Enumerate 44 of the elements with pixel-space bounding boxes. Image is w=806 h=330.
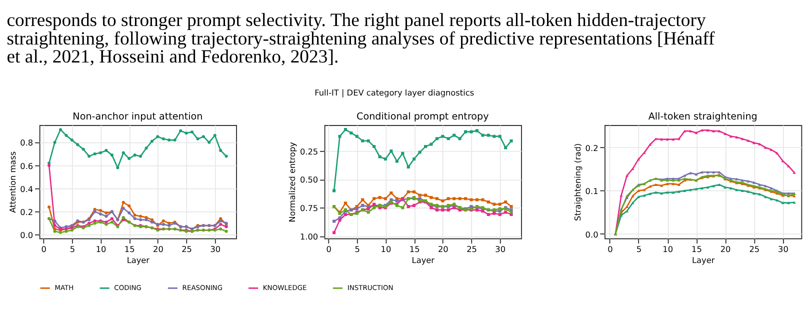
x-axis-title: Layer — [126, 255, 150, 266]
x-tick-label: 10 — [380, 244, 392, 254]
x-tick-label: 5 — [636, 244, 642, 254]
y-tick-label: 0.2 — [20, 207, 34, 218]
x-tick-label: 15 — [409, 244, 420, 254]
x-tick-label: 0 — [608, 244, 613, 254]
text: Full-IT | DEV category layer diagnostics — [314, 87, 474, 98]
y-tick-label: 0.25 — [300, 146, 318, 156]
x-tick-label: 15 — [692, 244, 702, 254]
x-tick-label: 25 — [749, 244, 760, 254]
chart-title: Conditional prompt entropy — [356, 111, 490, 122]
y-tick-label: 0.50 — [300, 174, 318, 185]
x-tick-label: 30 — [495, 244, 506, 254]
x-tick-label: 30 — [778, 244, 788, 254]
y-tick-label: 0.6 — [20, 160, 34, 171]
x-tick-label: 0 — [41, 244, 46, 254]
chart-title: Non-anchor input attention — [72, 111, 203, 122]
chart-title: All-token straightening — [648, 111, 758, 122]
x-tick-label: 20 — [153, 244, 164, 254]
y-axis-title: Straightening (rad) — [572, 143, 582, 221]
x-tick-label: 10 — [96, 244, 106, 254]
y-tick-label: 0.0 — [20, 230, 34, 240]
y-axis-title: Attention mass — [7, 151, 18, 213]
x-tick-label: 10 — [662, 244, 674, 254]
x-tick-label: 5 — [70, 244, 76, 254]
y-tick-label: 0.4 — [20, 184, 34, 194]
x-axis-title: Layer — [692, 255, 716, 266]
text: corresponds to stronger prompt selectivity. The right panel reports all-token hidden-trajectory straightening, following trajectory-straightening analyses of predictive representations [Hénaff et al., 2021, Hosseini and Fedorenko, 2023]. — [6, 10, 716, 68]
x-tick-label: 0 — [326, 244, 332, 254]
x-tick-label: 20 — [438, 244, 448, 254]
x-tick-label: 25 — [466, 244, 477, 254]
y-tick-label: 0.1 — [585, 186, 598, 196]
y-axis-title: Normalized entropy — [287, 142, 298, 222]
x-tick-label: 5 — [354, 244, 360, 254]
x-tick-label: 30 — [210, 244, 221, 254]
x-tick-label: 20 — [720, 244, 731, 254]
y-tick-label: 0.2 — [585, 142, 598, 153]
x-tick-label: 25 — [182, 244, 192, 254]
x-tick-label: 15 — [124, 244, 135, 254]
y-tick-label: 1.00 — [300, 231, 318, 242]
y-tick-label: 0.8 — [20, 138, 34, 148]
x-axis-title: Layer — [412, 255, 436, 266]
y-tick-label: 0.0 — [585, 229, 598, 240]
y-tick-label: 0.75 — [300, 203, 318, 214]
